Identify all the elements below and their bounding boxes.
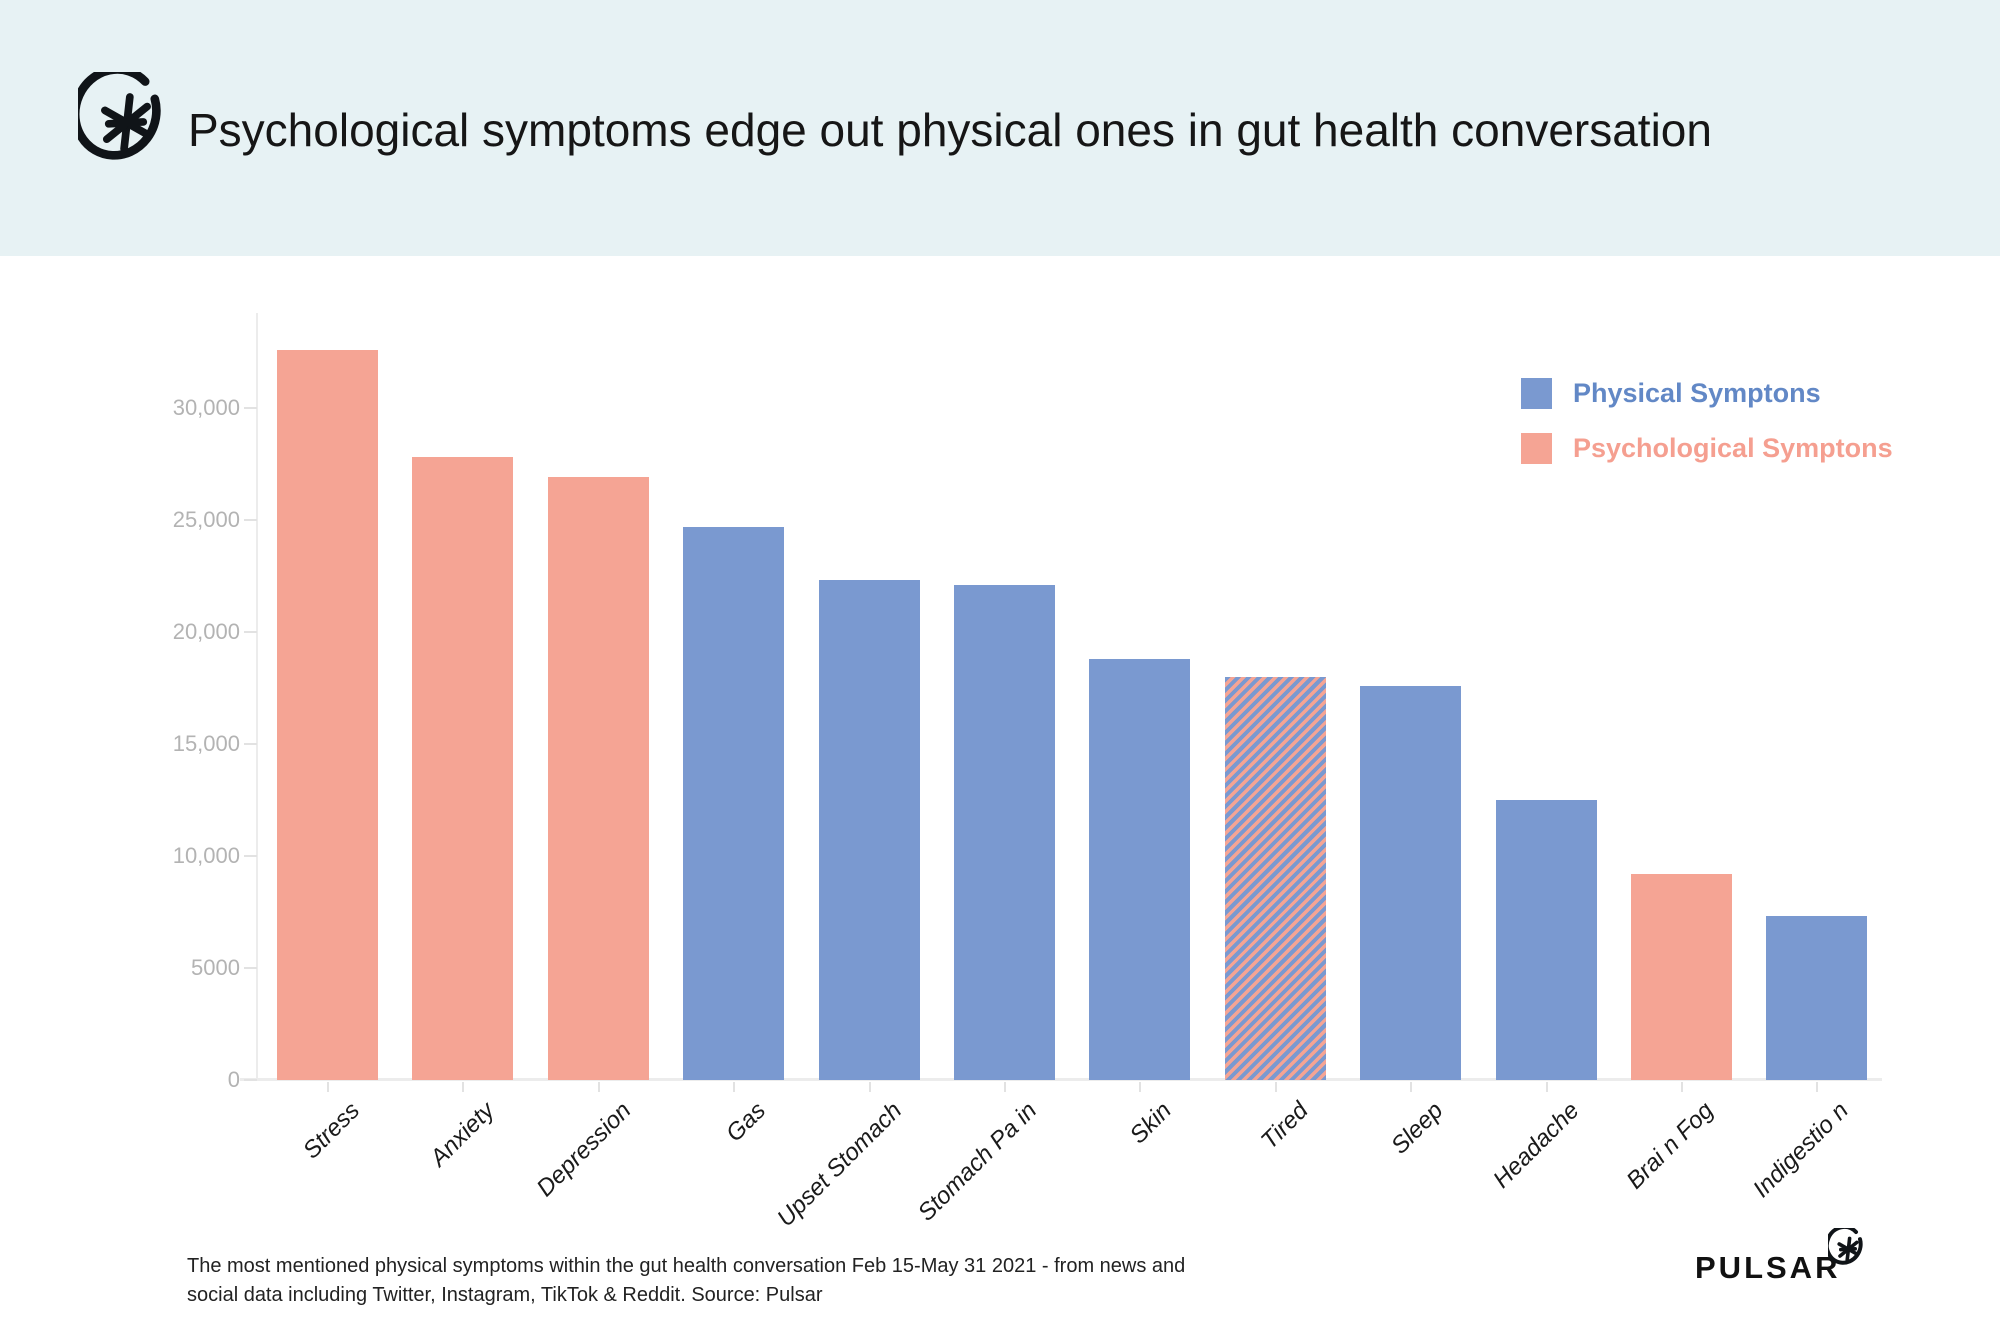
bar-brai-n-fog	[1631, 874, 1732, 1080]
page-title: Psychological symptoms edge out physical…	[188, 104, 1712, 156]
legend-swatch-psychological	[1521, 432, 1552, 464]
legend-entry-physical: Physical Symptons	[1521, 377, 1821, 409]
x-axis-label-gas: Gas	[720, 1097, 772, 1148]
y-axis-tick-label: 0	[227, 1067, 240, 1092]
x-axis-label-skin: Skin	[1124, 1097, 1178, 1150]
x-axis-tick-mark	[327, 1082, 329, 1092]
x-axis-tick-mark	[1139, 1082, 1141, 1092]
bar-skin	[1089, 659, 1190, 1080]
y-axis-tick-mark	[244, 967, 257, 969]
legend-label-physical: Physical Symptons	[1573, 377, 1821, 408]
x-axis-line	[240, 1078, 1882, 1081]
y-axis-tick-label: 5000	[191, 955, 240, 980]
header: Psychological symptoms edge out physical…	[0, 0, 2000, 256]
caption-line-2: social data including Twitter, Instagram…	[187, 1284, 823, 1306]
bar-indigestio-n	[1766, 916, 1867, 1080]
x-axis-label-tired: Tired	[1255, 1097, 1314, 1155]
bar-stress	[277, 350, 378, 1080]
x-axis-tick-mark	[1546, 1082, 1548, 1092]
bar-gas	[683, 527, 784, 1080]
y-axis-tick-label: 15,000	[172, 731, 240, 756]
x-axis-label-indigestio-n: Indigestio n	[1748, 1097, 1855, 1203]
pulsar-wordmark: PULSAR	[1695, 1250, 1841, 1285]
source-caption: The most mentioned physical symptoms wit…	[187, 1252, 1185, 1310]
pulsar-asterisk-footer-icon	[1828, 1228, 1863, 1265]
x-axis-tick-mark	[1410, 1082, 1412, 1092]
x-axis-tick-mark	[733, 1082, 735, 1092]
x-axis-tick-mark	[1681, 1082, 1683, 1092]
y-axis-tick-label: 20,000	[172, 619, 240, 644]
bar-upset-stomach	[819, 580, 920, 1080]
y-axis-line	[256, 313, 258, 1080]
y-axis-tick-label: 25,000	[172, 507, 240, 532]
x-axis-label-stress: Stress	[297, 1097, 366, 1165]
pulsar-asterisk-logo-icon	[78, 72, 161, 160]
y-axis-tick-mark	[244, 407, 257, 409]
bar-tired	[1225, 677, 1326, 1080]
y-axis-tick-mark	[244, 855, 257, 857]
x-axis-label-brai-n-fog: Brai n Fog	[1621, 1097, 1720, 1195]
bar-anxiety	[412, 457, 513, 1080]
x-axis-tick-mark	[1816, 1082, 1818, 1092]
bar-depression	[548, 477, 649, 1080]
legend-label-psychological: Psychological Symptons	[1573, 432, 1893, 463]
legend-entry-psychological: Psychological Symptons	[1521, 432, 1893, 464]
x-axis-tick-mark	[869, 1082, 871, 1092]
x-axis-label-anxiety: Anxiety	[425, 1097, 501, 1172]
x-axis-label-upset-stomach: Upset Stomach	[771, 1097, 908, 1233]
y-axis-tick-mark	[244, 1079, 257, 1081]
x-axis-tick-mark	[1275, 1082, 1277, 1092]
bar-sleep	[1360, 686, 1461, 1080]
bar-headache	[1496, 800, 1597, 1080]
y-axis-tick-mark	[244, 743, 257, 745]
x-axis-label-depression: Depression	[531, 1097, 637, 1202]
x-axis-tick-mark	[598, 1082, 600, 1092]
y-axis-tick-mark	[244, 631, 257, 633]
y-axis-tick-label: 30,000	[172, 395, 240, 420]
y-axis-tick-label: 10,000	[172, 843, 240, 868]
caption-line-1: The most mentioned physical symptoms wit…	[187, 1255, 1186, 1277]
x-axis-tick-mark	[462, 1082, 464, 1092]
x-axis-label-stomach-pa-in: Stomach Pa in	[912, 1097, 1043, 1227]
bar-stomach-pa-in	[954, 585, 1055, 1080]
y-axis-tick-mark	[244, 519, 257, 521]
legend-swatch-physical	[1521, 377, 1552, 409]
x-axis-tick-mark	[1004, 1082, 1006, 1092]
x-axis-label-sleep: Sleep	[1385, 1097, 1449, 1160]
x-axis-label-headache: Headache	[1487, 1097, 1585, 1194]
